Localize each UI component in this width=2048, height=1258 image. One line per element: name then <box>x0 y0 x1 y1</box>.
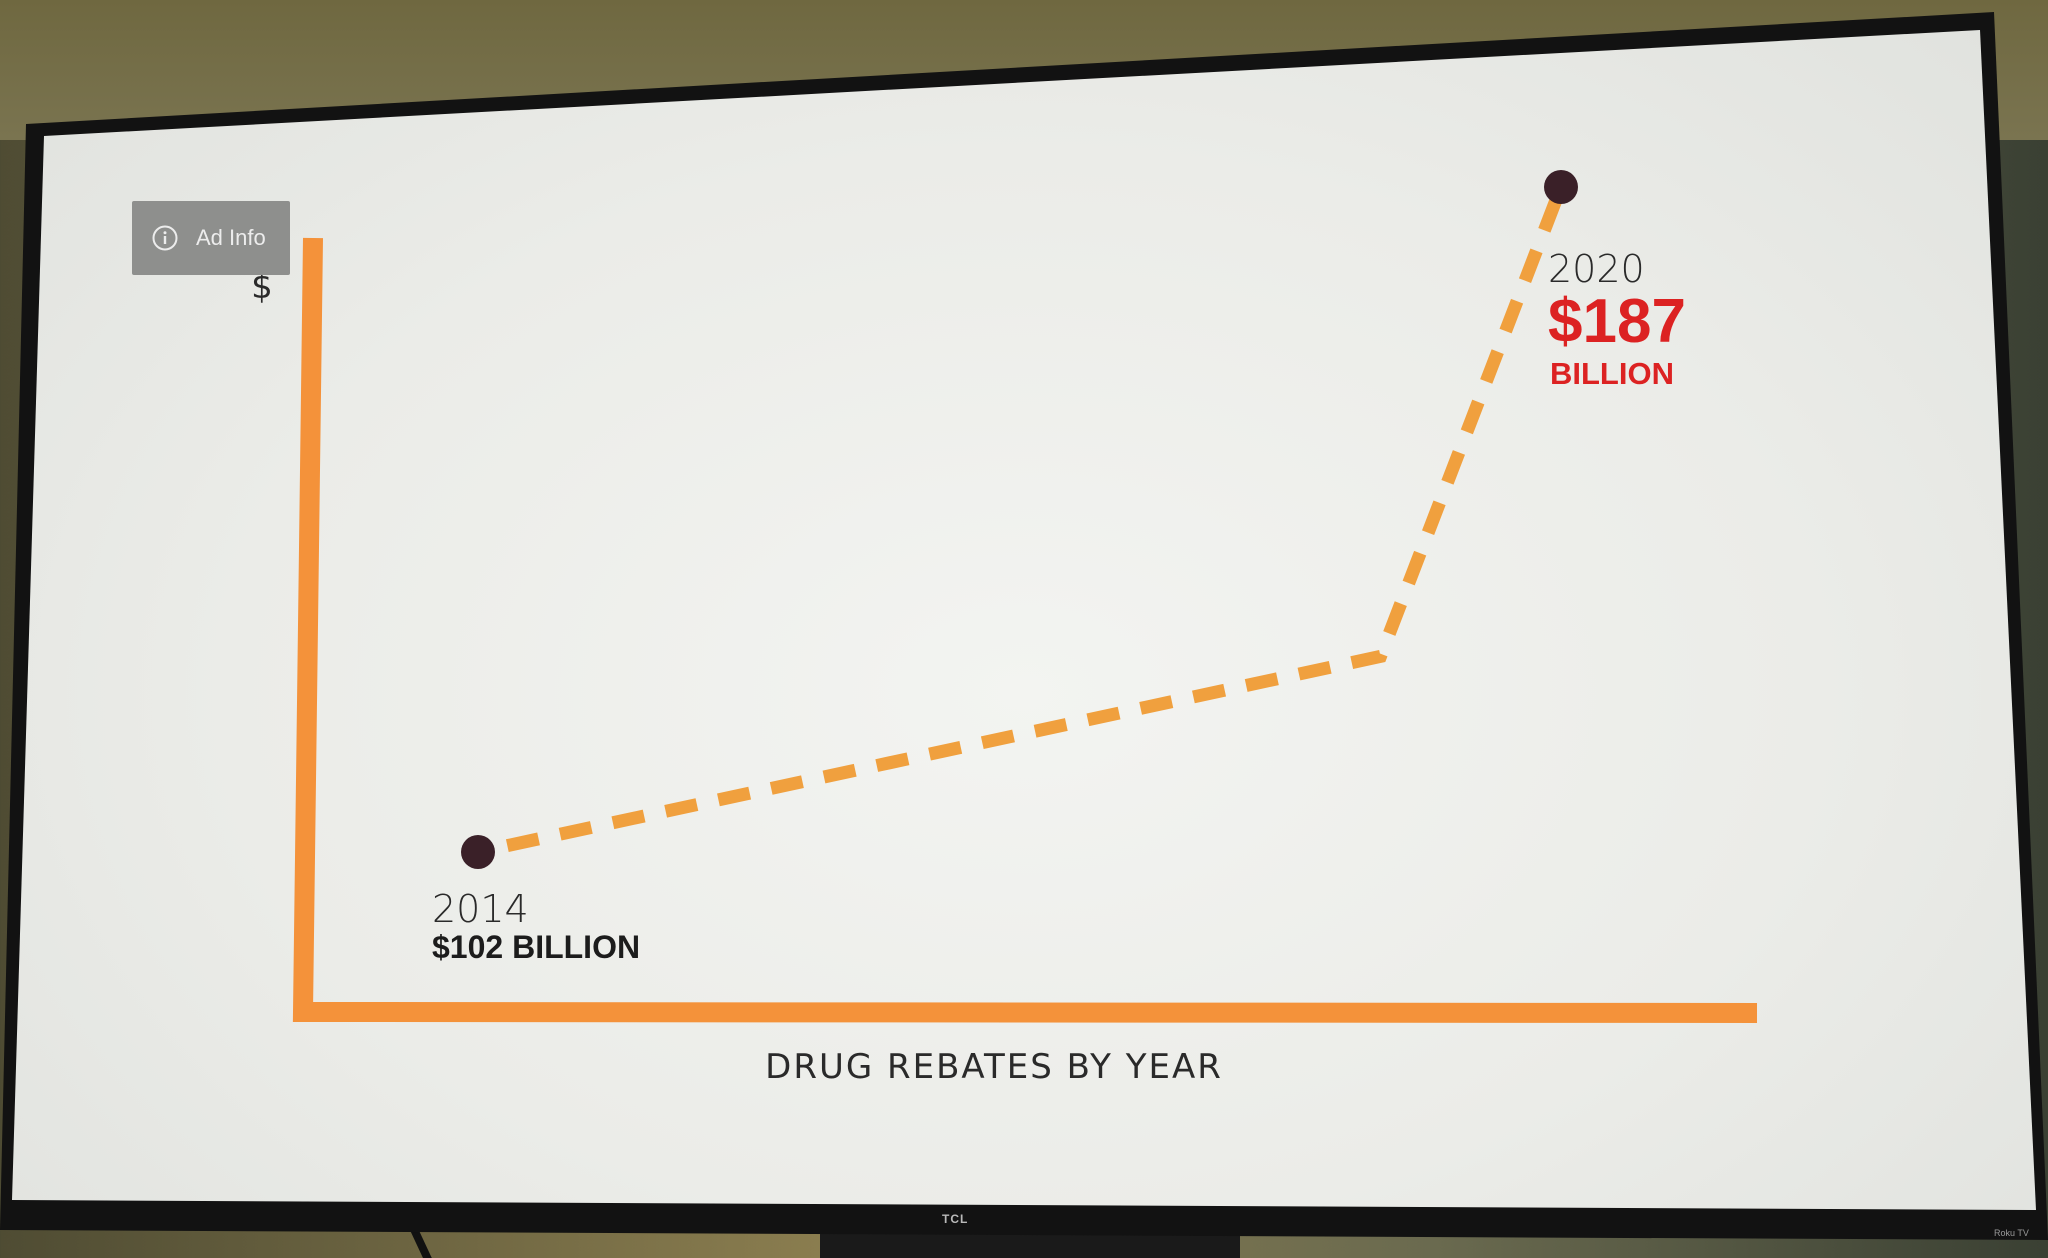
x-axis-label: DRUG REBATES BY YEAR <box>765 1047 1223 1087</box>
year-label-2020: 2020 <box>1548 247 1645 291</box>
ad-info-button[interactable]: Ad Info <box>132 201 290 275</box>
series-line-0 <box>476 184 1568 859</box>
chart-point-layer <box>461 170 1578 869</box>
axis-lines <box>292 237 1758 1023</box>
year-label-2014: 2014 <box>432 887 529 931</box>
unit-label-2020: BILLION <box>1550 356 1674 391</box>
tv-badge: Roku TV <box>1994 1228 2029 1238</box>
tv-brand-logo: TCL <box>942 1212 969 1226</box>
data-point-2014 <box>461 835 495 869</box>
chart-line-layer <box>476 184 1568 859</box>
chart-label-layer: $ DRUG REBATES BY YEAR 2014$102 BILLION 2… <box>251 247 1686 1087</box>
ad-info-label: Ad Info <box>196 225 266 250</box>
chart-axes <box>292 237 1758 1023</box>
info-icon <box>152 225 178 251</box>
y-axis-label: $ <box>251 267 273 307</box>
data-point-2020 <box>1544 170 1578 204</box>
value-label-2020: $187 <box>1548 287 1686 356</box>
value-label-2014: $102 BILLION <box>432 929 640 965</box>
